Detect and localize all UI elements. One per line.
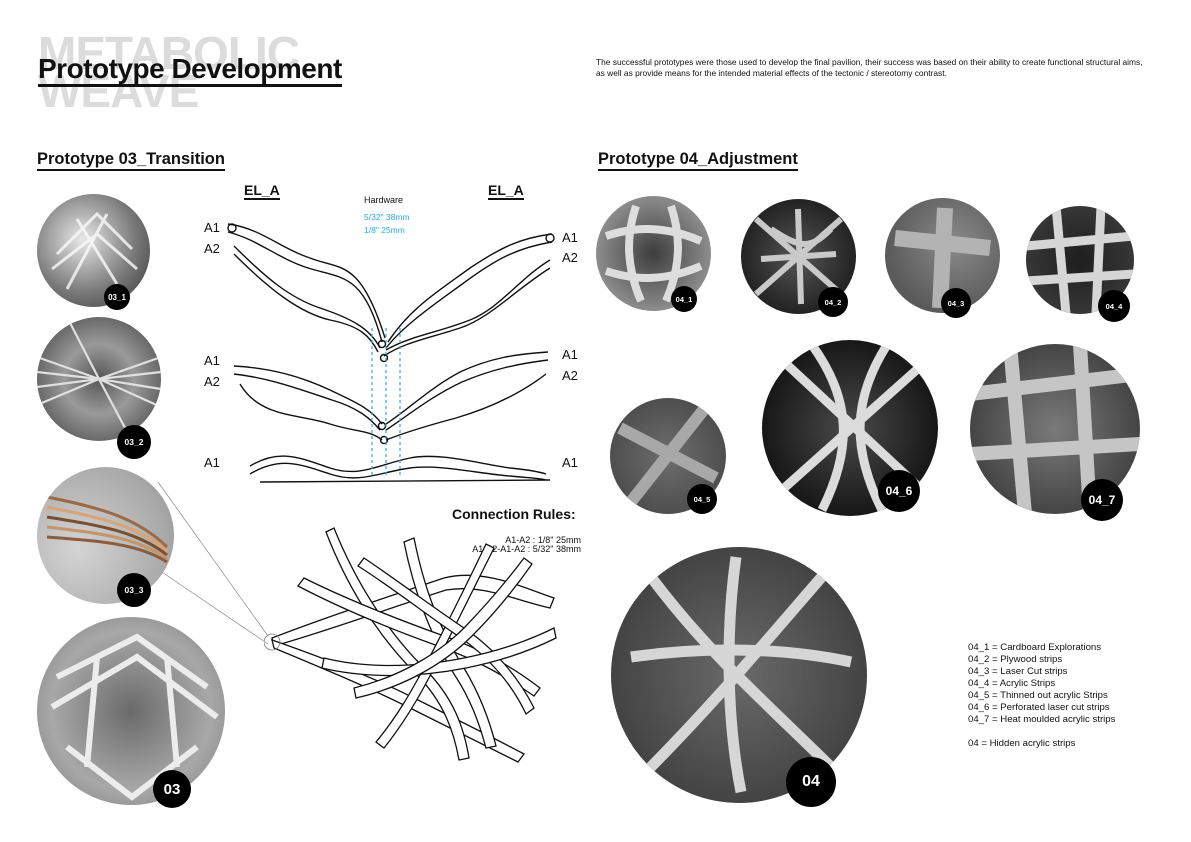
strip-label-right-4: A2 xyxy=(562,368,578,383)
el-label-right: EL_A xyxy=(488,182,524,200)
connection-rules-title: Connection Rules: xyxy=(452,506,576,522)
badge-04-5: 04_5 xyxy=(687,484,717,514)
badge-03: 03 xyxy=(153,770,191,808)
photo-03-1 xyxy=(37,194,150,307)
strip-label-left-2: A2 xyxy=(204,241,220,256)
legend-item: 04_2 = Plywood strips xyxy=(968,654,1063,665)
badge-04-6: 04_6 xyxy=(878,470,920,512)
background-title-line-2: WEAVE xyxy=(38,65,199,117)
section-title-prototype-03: Prototype 03_Transition xyxy=(37,150,225,171)
legend-item: 04_4 = Acrylic Strips xyxy=(968,678,1056,689)
badge-04-7: 04_7 xyxy=(1081,479,1123,521)
badge-04-3: 04_3 xyxy=(941,288,971,318)
photo-04-7 xyxy=(970,344,1140,514)
woven-structure-drawing xyxy=(264,527,557,763)
hardware-size-1: 5/32" 38mm xyxy=(364,212,410,222)
strip-label-left-4: A2 xyxy=(204,374,220,389)
legend-note: 04 = Hidden acrylic strips xyxy=(968,738,1076,749)
photo-03-3 xyxy=(37,467,174,604)
section-title-prototype-04: Prototype 04_Adjustment xyxy=(598,150,798,171)
hardware-label: Hardware xyxy=(364,195,404,205)
legend-item: 04_1 = Cardboard Explorations xyxy=(968,642,1102,653)
hardware-size-2: 1/8" 25mm xyxy=(364,225,405,235)
badge-03-1: 03_1 xyxy=(104,284,130,310)
strip-label-left-3: A1 xyxy=(204,353,220,368)
photo-03-2 xyxy=(37,317,161,441)
strip-label-right-5: A1 xyxy=(562,455,578,470)
legend-item: 04_5 = Thinned out acrylic Strips xyxy=(968,690,1108,701)
strip-label-left-1: A1 xyxy=(204,220,220,235)
detail-callout-lines xyxy=(150,481,269,645)
legend-item: 04_3 = Laser Cut strips xyxy=(968,666,1068,677)
intro-paragraph: The successful prototypes were those use… xyxy=(596,57,1143,78)
prototype-04-legend: 04_1 = Cardboard Explorations 04_2 = Ply… xyxy=(968,642,1115,750)
legend-item: 04_7 = Heat moulded acrylic strips xyxy=(968,714,1116,725)
badge-04: 04 xyxy=(786,757,836,807)
el-label-left: EL_A xyxy=(244,182,280,200)
badge-04-1: 04_1 xyxy=(671,286,697,312)
badge-03-2: 03_2 xyxy=(117,425,151,459)
strip-label-right-3: A1 xyxy=(562,347,578,362)
connection-rule-1: A1-A2 : 1/8" 25mm xyxy=(505,535,581,545)
elevation-drawing xyxy=(227,223,555,483)
strip-label-left-5: A1 xyxy=(204,455,220,470)
badge-04-2: 04_2 xyxy=(818,287,848,317)
page-title: Prototype Development xyxy=(38,54,342,87)
background-title-line-1: METABOLIC xyxy=(38,27,300,79)
connection-rule-2: A1-A2-A1-A2 : 5/32" 38mm xyxy=(472,544,581,554)
strip-label-right-1: A1 xyxy=(562,230,578,245)
legend-item: 04_6 = Perforated laser cut strips xyxy=(968,702,1110,713)
badge-04-4: 04_4 xyxy=(1098,290,1130,322)
badge-03-3: 03_3 xyxy=(117,573,151,607)
strip-label-right-2: A2 xyxy=(562,250,578,265)
background-title: METABOLIC WEAVE xyxy=(38,27,300,117)
photo-03 xyxy=(37,617,225,805)
